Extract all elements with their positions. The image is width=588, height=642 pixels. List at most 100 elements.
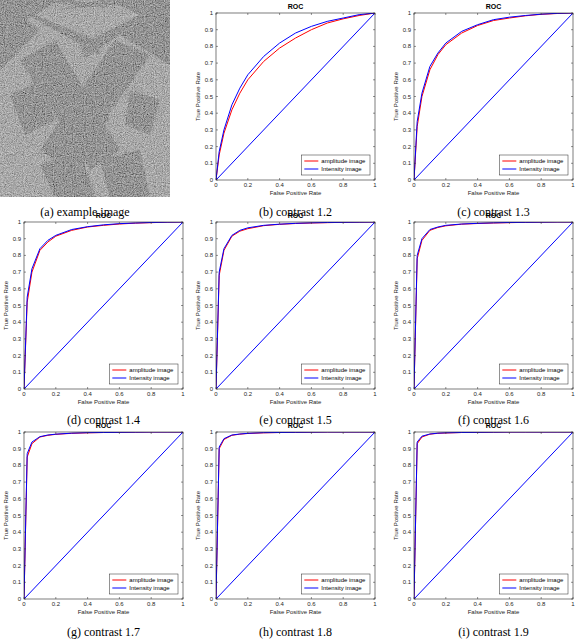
legend-label: Intensity image <box>519 166 560 172</box>
x-tick <box>151 387 152 389</box>
legend: amplitude imageIntensity image <box>301 155 370 175</box>
x-axis-title: False Positive Rate <box>468 399 520 405</box>
y-tick-label: 0 <box>408 386 412 392</box>
x-tick <box>509 13 510 15</box>
y-tick-label: 0.9 <box>403 236 412 242</box>
y-tick-label: 1 <box>18 219 22 225</box>
legend-label: Intensity image <box>321 166 362 172</box>
y-tick-label: 0 <box>18 596 22 602</box>
reference-line <box>216 13 375 180</box>
x-tick <box>573 13 574 15</box>
y-tick-label: 0.9 <box>205 446 214 452</box>
y-tick-label: 0.8 <box>205 43 214 49</box>
image-shape <box>40 150 95 197</box>
y-tick <box>24 465 26 466</box>
x-tick-label: 0.2 <box>244 601 253 607</box>
y-tick <box>571 465 573 466</box>
x-tick <box>87 597 88 599</box>
chart-title: ROC <box>96 422 112 429</box>
x-tick-label: 1 <box>571 391 575 397</box>
legend: amplitude imageIntensity image <box>499 364 568 384</box>
y-tick-label: 0.7 <box>13 479 22 485</box>
y-tick <box>571 29 573 30</box>
y-tick-label: 1 <box>18 429 22 435</box>
x-tick-label: 0.4 <box>275 391 284 397</box>
y-tick <box>216 146 218 147</box>
y-tick <box>216 389 218 390</box>
chart-title: ROC <box>486 3 502 10</box>
x-tick <box>24 432 25 434</box>
y-tick <box>414 532 416 533</box>
legend-swatch <box>502 588 516 589</box>
legend-label: Intensity image <box>321 375 362 381</box>
y-tick-label: 0.1 <box>403 579 412 585</box>
y-axis-title: True Positive Rate <box>3 490 9 540</box>
x-axis-title: False Positive Rate <box>468 609 520 615</box>
legend-swatch <box>502 169 516 170</box>
y-tick <box>24 498 26 499</box>
x-tick <box>477 178 478 180</box>
y-tick <box>571 113 573 114</box>
y-tick <box>414 163 416 164</box>
legend-label: amplitude image <box>129 577 174 583</box>
y-tick <box>181 272 183 273</box>
y-tick-label: 1 <box>210 10 214 16</box>
y-tick-label: 0.4 <box>13 529 22 535</box>
image-shape <box>125 90 160 135</box>
x-tick-label: 0.4 <box>275 182 284 188</box>
y-tick <box>414 288 416 289</box>
roc-curve <box>414 13 573 180</box>
legend-swatch <box>112 588 126 589</box>
roc-curve <box>414 222 573 389</box>
roc-panel: 00.20.40.60.8100.10.20.30.40.50.60.70.80… <box>393 422 575 615</box>
x-tick-label: 0.2 <box>442 391 451 397</box>
y-tick <box>373 222 375 223</box>
x-tick <box>279 178 280 180</box>
y-tick <box>373 389 375 390</box>
y-tick <box>181 565 183 566</box>
y-tick <box>373 113 375 114</box>
x-tick <box>573 597 574 599</box>
marks <box>216 13 375 180</box>
example-image <box>0 0 170 197</box>
y-tick <box>216 272 218 273</box>
axes-frame <box>216 432 375 599</box>
y-tick-label: 0.4 <box>13 319 22 325</box>
y-tick <box>414 272 416 273</box>
x-tick <box>509 222 510 224</box>
legend-box <box>499 574 568 594</box>
y-tick <box>216 482 218 483</box>
x-tick-label: 1 <box>571 601 575 607</box>
chart-title: ROC <box>288 3 304 10</box>
y-tick-label: 0.9 <box>13 236 22 242</box>
y-tick-label: 0.1 <box>13 369 22 375</box>
x-tick <box>216 178 217 180</box>
caption: (a) example image <box>40 205 129 219</box>
legend-label: amplitude image <box>519 158 564 164</box>
x-tick <box>541 178 542 180</box>
y-tick <box>373 465 375 466</box>
y-tick-label: 0.1 <box>205 579 214 585</box>
x-tick <box>55 597 56 599</box>
y-tick-label: 0.4 <box>205 110 214 116</box>
y-tick-label: 0.2 <box>403 563 412 569</box>
x-tick <box>541 432 542 434</box>
y-tick-label: 0.3 <box>205 127 214 133</box>
x-tick-label: 0.6 <box>307 601 316 607</box>
y-tick-label: 0.8 <box>13 252 22 258</box>
x-tick-label: 0.8 <box>537 391 546 397</box>
y-tick-label: 0.9 <box>13 446 22 452</box>
x-tick <box>541 597 542 599</box>
y-tick <box>414 222 416 223</box>
y-tick-label: 0.5 <box>403 94 412 100</box>
y-tick <box>414 548 416 549</box>
x-tick <box>87 222 88 224</box>
y-tick <box>181 222 183 223</box>
y-tick <box>414 515 416 516</box>
y-tick-label: 0.9 <box>205 236 214 242</box>
x-tick <box>87 432 88 434</box>
y-tick <box>414 448 416 449</box>
x-tick-label: 0.4 <box>473 391 482 397</box>
x-tick-label: 1 <box>373 182 377 188</box>
x-tick <box>541 387 542 389</box>
